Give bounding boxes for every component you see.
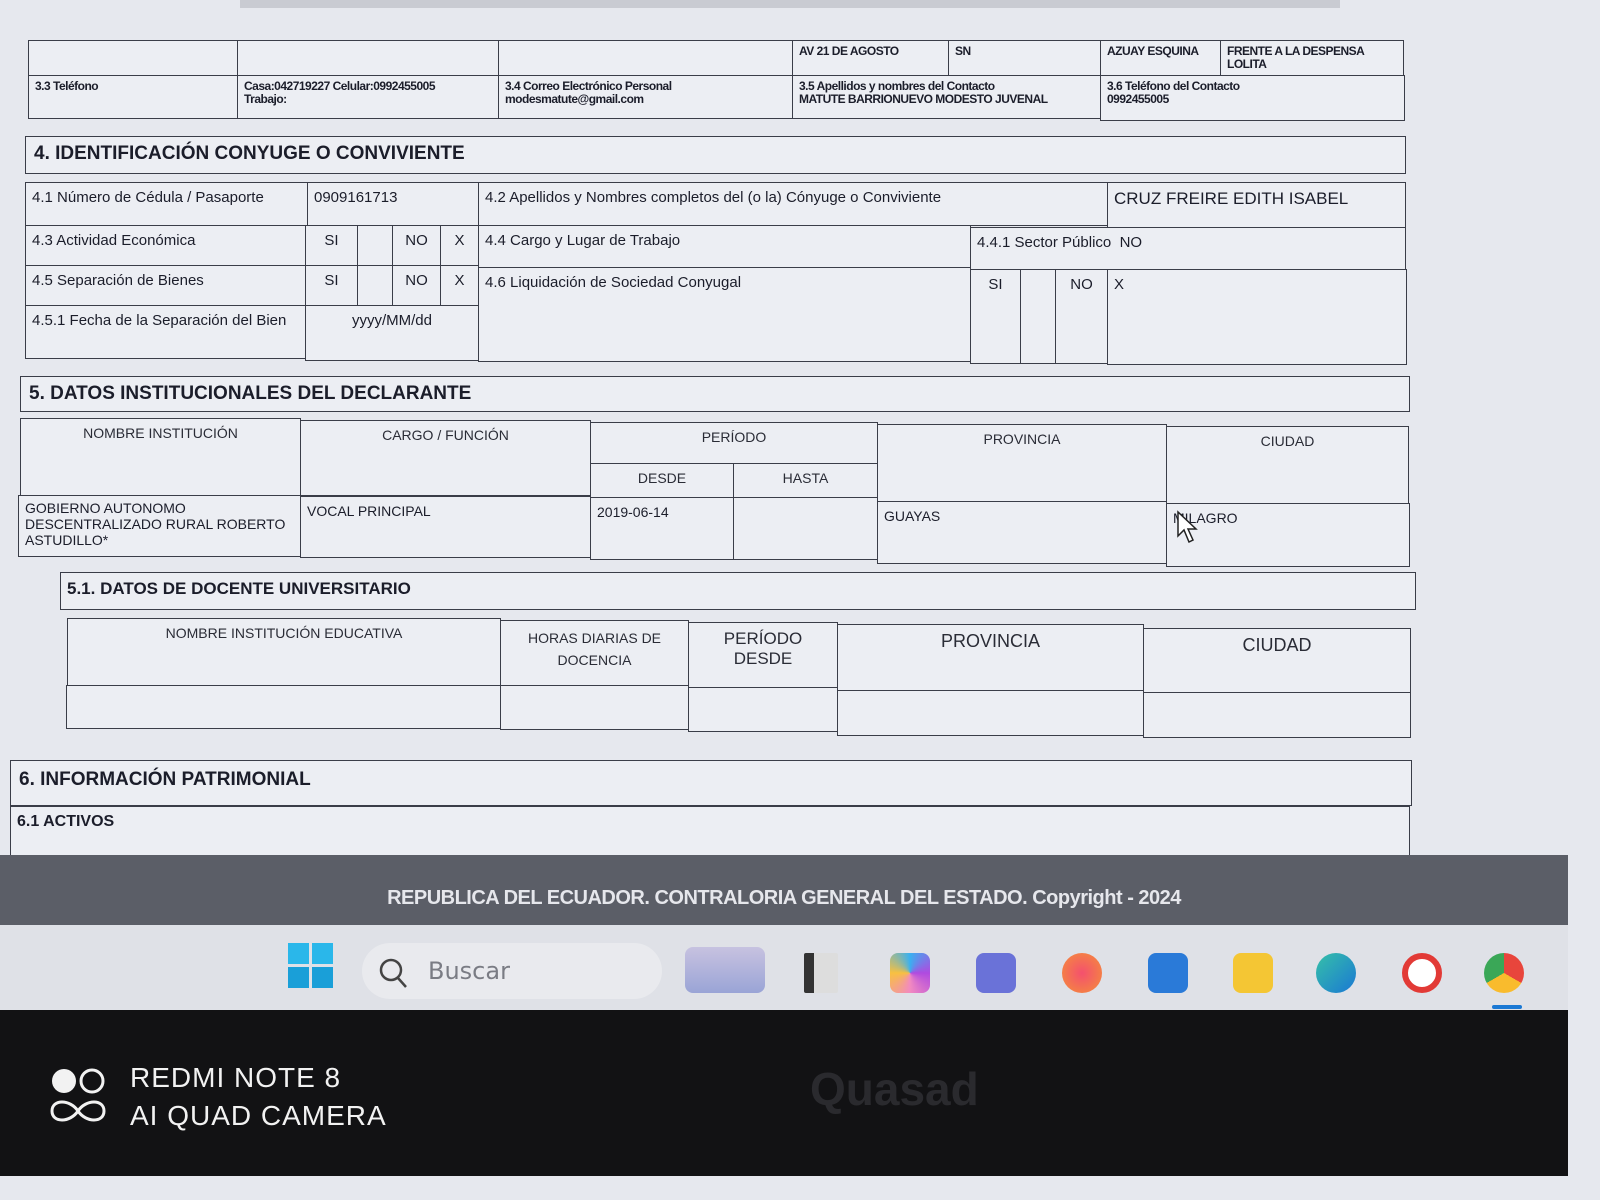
edu-row-hours (500, 685, 689, 730)
reference-value: FRENTE A LA DESPENSA LOLITA (1220, 40, 1404, 76)
row-institution: GOBIERNO AUTONOMO DESCENTRALIZADO RURAL … (18, 495, 301, 557)
monitor-bezel: REDMI NOTE 8 AI QUAD CAMERA Quasad (0, 1010, 1568, 1176)
search-icon (379, 958, 407, 988)
contact-name-cell: 3.5 Apellidos y nombres del Contacto MATU… (792, 75, 1101, 119)
edu-row-province (837, 690, 1144, 736)
col-edu-period: PERÍODO DESDE (688, 622, 838, 688)
spouse-name-value[interactable]: CRUZ FREIRE EDITH ISABEL (1107, 182, 1406, 228)
search-placeholder: Buscar (428, 957, 510, 985)
col-hours: HORAS DIARIAS DE DOCENCIA (500, 620, 689, 686)
separation-date-label: 4.5.1 Fecha de la Separación del Bien (25, 305, 306, 359)
taskbar: Buscar (0, 925, 1568, 1013)
activity-no-label: NO (392, 225, 441, 266)
email-value: modesmatute@gmail.com (505, 92, 644, 106)
liquidation-label: 4.6 Liquidación de Sociedad Conyugal (478, 267, 971, 362)
col-institution: NOMBRE INSTITUCIÓN (20, 418, 301, 496)
activity-si-checkbox[interactable] (357, 225, 393, 266)
liquidation-si-label: SI (970, 269, 1021, 364)
teams-icon[interactable] (976, 953, 1016, 993)
monitor-brand-logo: Quasad (810, 1063, 979, 1115)
street-value: AV 21 DE AGOSTO (792, 40, 949, 76)
phone-home-mobile: Casa:042719227 Celular:0992455005 (244, 79, 436, 93)
section-5-header: 5. DATOS INSTITUCIONALES DEL DECLARANTE (20, 376, 1410, 412)
widgets-icon[interactable] (685, 947, 765, 993)
col-to: HASTA (733, 463, 878, 498)
separation-label: 4.5 Separación de Bienes (25, 265, 306, 306)
contact-name-label: 3.5 Apellidos y nombres del Contacto (799, 79, 995, 93)
separation-si-label: SI (305, 265, 358, 306)
contact-phone-label: 3.6 Teléfono del Contacto (1107, 79, 1240, 93)
empty-cell (237, 40, 499, 76)
activity-label: 4.3 Actividad Económica (25, 225, 306, 266)
section-6-1-header: 6.1 ACTIVOS (10, 806, 1410, 856)
chrome-icon[interactable] (1484, 953, 1524, 993)
empty-cell (498, 40, 793, 76)
app-red-icon[interactable] (1402, 953, 1442, 993)
id-value[interactable]: 0909161713 (307, 182, 479, 226)
row-from: 2019-06-14 (590, 497, 734, 560)
firefox-icon[interactable] (1062, 953, 1102, 993)
spouse-name-label: 4.2 Apellidos y Nombres completos del (o… (478, 182, 1108, 226)
col-edu-institution: NOMBRE INSTITUCIÓN EDUCATIVA (67, 618, 501, 686)
row-province: GUAYAS (877, 501, 1167, 564)
separation-si-checkbox[interactable] (357, 265, 393, 306)
app-l-icon[interactable] (804, 953, 838, 993)
job-label: 4.4 Cargo y Lugar de Trabajo (478, 225, 971, 268)
contact-phone-cell: 3.6 Teléfono del Contacto 0992455005 (1100, 75, 1405, 121)
edge-icon[interactable] (1316, 953, 1356, 993)
contact-phone-value: 0992455005 (1107, 92, 1169, 106)
email-cell: 3.4 Correo Electrónico Personal modesmatu… (498, 75, 793, 119)
phone-value: Casa:042719227 Celular:0992455005 Trabajo… (237, 75, 499, 119)
activity-si-label: SI (305, 225, 358, 266)
row-city: MILAGRO (1166, 503, 1410, 567)
camera-watermark-line1: REDMI NOTE 8 (130, 1062, 342, 1093)
liquidation-si-checkbox[interactable] (1020, 269, 1056, 364)
col-edu-province: PROVINCIA (837, 624, 1144, 692)
row-role: VOCAL PRINCIPAL (300, 496, 591, 558)
id-label: 4.1 Número de Cédula / Pasaporte (25, 182, 308, 226)
section-6-header: 6. INFORMACIÓN PATRIMONIAL (10, 760, 1412, 806)
phone-work: Trabajo: (244, 92, 287, 106)
taskbar-search[interactable]: Buscar (362, 943, 662, 999)
activity-no-checkbox[interactable]: X (440, 225, 479, 266)
camera-logo-icon (50, 1068, 106, 1122)
mouse-cursor-icon (1177, 510, 1198, 544)
col-edu-city: CIUDAD (1143, 628, 1411, 694)
browser-top-bar (240, 0, 1340, 8)
row-to (733, 497, 878, 560)
page-footer: REPUBLICA DEL ECUADOR. CONTRALORIA GENER… (0, 855, 1568, 927)
phone-label: 3.3 Teléfono (28, 75, 238, 119)
col-province: PROVINCIA (877, 424, 1167, 502)
col-from: DESDE (590, 463, 734, 498)
copilot-icon[interactable] (890, 953, 930, 993)
camera-watermark-line2: AI QUAD CAMERA (130, 1100, 387, 1131)
public-sector-value: NO (1119, 234, 1143, 251)
contact-name-value: MATUTE BARRIONUEVO MODESTO JUVENAL (799, 92, 1048, 106)
section-4-header: 4. IDENTIFICACIÓN CONYUGE O CONVIVIENTE (25, 136, 1406, 174)
windows-start-icon[interactable] (288, 943, 334, 989)
store-icon[interactable] (1148, 953, 1188, 993)
separation-no-label: NO (392, 265, 441, 306)
section-5-1-header: 5.1. DATOS DE DOCENTE UNIVERSITARIO (60, 572, 1416, 610)
col-period: PERÍODO (590, 422, 878, 464)
edu-row-institution (66, 685, 501, 729)
separation-no-checkbox[interactable]: X (440, 265, 479, 306)
intersection-value: AZUAY ESQUINA (1100, 40, 1221, 76)
liquidation-no-label: NO (1055, 269, 1108, 364)
separation-date-input[interactable]: yyyy/MM/dd (305, 305, 479, 361)
active-app-indicator (1492, 1005, 1522, 1009)
edu-row-period (688, 687, 838, 732)
number-value: SN (948, 40, 1101, 76)
col-role: CARGO / FUNCIÓN (300, 420, 591, 496)
file-explorer-icon[interactable] (1233, 953, 1273, 993)
empty-cell (28, 40, 238, 76)
email-label: 3.4 Correo Electrónico Personal (505, 79, 672, 93)
public-sector-label: 4.4.1 Sector Público (977, 234, 1112, 251)
edu-row-city (1143, 692, 1411, 738)
col-city: CIUDAD (1166, 426, 1409, 504)
liquidation-no-checkbox[interactable]: X (1107, 269, 1407, 365)
public-sector-cell: 4.4.1 Sector Público NO (970, 227, 1406, 270)
